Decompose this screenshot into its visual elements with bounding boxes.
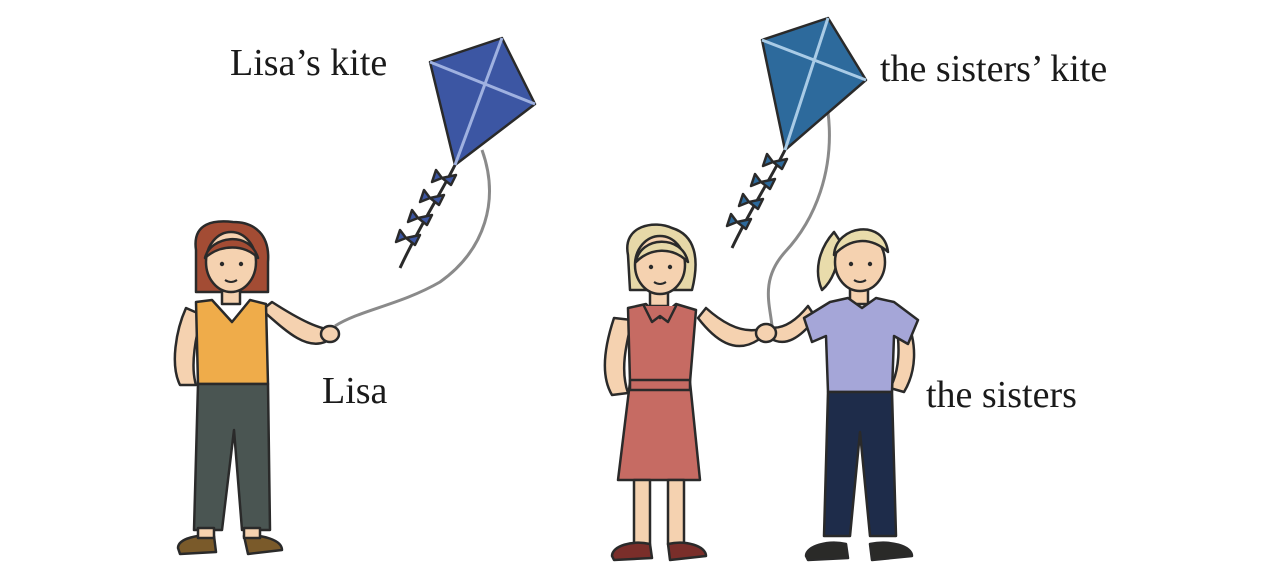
lisa-kite-label: Lisa’s kite	[230, 42, 388, 84]
sisters-kite-string	[766, 111, 831, 327]
sister-two-shirt	[802, 296, 920, 394]
lisa-kite	[334, 36, 537, 328]
sisters-kite	[725, 16, 868, 327]
lisa-pants	[192, 382, 272, 532]
sisters-kite-label: the sisters’ kite	[880, 48, 1108, 90]
lisa-label: Lisa	[322, 370, 388, 412]
sister-one-dress	[616, 302, 702, 482]
lisa-figure	[173, 220, 341, 556]
lisa-kite-body	[428, 36, 537, 167]
sisters-kite-tail	[725, 149, 789, 249]
sister-two-figure	[754, 228, 920, 562]
lisa-shirt	[194, 298, 270, 386]
lisa-kite-string	[334, 149, 491, 328]
sister-one-figure	[603, 223, 766, 562]
sister-two-pants	[822, 390, 898, 538]
sisters-kite-body	[760, 16, 868, 152]
sisters-label: the sisters	[926, 374, 1077, 416]
lisa-kite-tail	[394, 164, 458, 269]
